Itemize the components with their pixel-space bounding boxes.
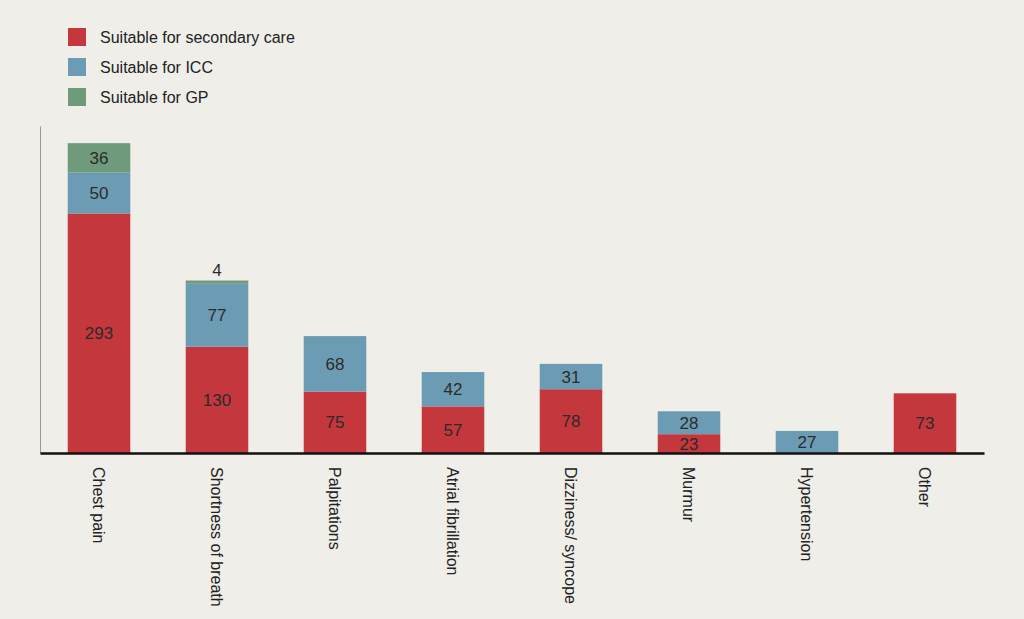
legend-item: Suitable for ICC	[68, 58, 213, 76]
bar-segment	[68, 143, 131, 172]
background	[0, 0, 1024, 619]
data-label: 57	[444, 421, 463, 440]
bar-segment	[186, 284, 249, 347]
data-label: 31	[562, 368, 581, 387]
x-tick: Dizziness/ syncope	[562, 467, 579, 604]
bar-segment	[186, 347, 249, 453]
data-label: 77	[208, 306, 227, 325]
bars	[68, 143, 957, 453]
data-label: 50	[90, 184, 109, 203]
x-tick-label: Dizziness/ syncope	[562, 467, 579, 604]
data-label: 42	[444, 380, 463, 399]
legend-label: Suitable for secondary care	[100, 29, 295, 46]
data-labels: 293 130 75 57 78 23 73 50 77 68 42 31 28 27 36 4	[85, 149, 935, 454]
x-tick: Hypertension	[798, 467, 815, 561]
data-label: 68	[326, 355, 345, 374]
x-tick: Other	[916, 467, 933, 508]
bar-segment	[68, 173, 131, 214]
x-tick-label: Shortness of breath	[208, 467, 225, 607]
data-label: 73	[916, 414, 935, 433]
x-tick-label: Hypertension	[798, 467, 815, 561]
bar-segment	[304, 392, 367, 453]
x-tick-label: Murmur	[680, 467, 697, 523]
x-tick-label: Other	[916, 467, 933, 508]
bar-segment	[658, 411, 721, 434]
bar-segment	[422, 406, 485, 453]
data-label: 23	[680, 435, 699, 454]
x-tick-label: Chest pain	[90, 467, 107, 544]
data-label: 36	[90, 149, 109, 168]
data-label: 130	[203, 391, 231, 410]
bar-segment	[540, 389, 603, 453]
data-label: 27	[798, 433, 817, 452]
legend-swatch	[68, 28, 86, 46]
x-tick: Atrial fibrillation	[444, 467, 461, 575]
legend-label: Suitable for GP	[100, 89, 209, 106]
x-axis: Chest pain Shortness of breath Palpitation…	[41, 454, 985, 607]
bar-segment	[540, 364, 603, 389]
data-label: 78	[562, 412, 581, 431]
y-axis-line	[40, 127, 41, 454]
x-tick-label: Palpitations	[326, 467, 343, 550]
data-label: 293	[85, 324, 113, 343]
data-label: 28	[680, 414, 699, 433]
data-label: 75	[326, 413, 345, 432]
x-tick: Palpitations	[326, 467, 343, 550]
legend-swatch	[68, 58, 86, 76]
bar-segment	[894, 393, 957, 453]
legend-label: Suitable for ICC	[100, 59, 213, 76]
legend-item: Suitable for secondary care	[68, 28, 295, 46]
bar-segment	[422, 372, 485, 406]
x-axis-line	[41, 452, 985, 455]
chart: 293 130 75 57 78 23 73 50 77 68 42 31 28 27 36 4 Chest p…	[0, 0, 1024, 619]
legend-item: Suitable for GP	[68, 88, 209, 106]
x-tick: Chest pain	[90, 467, 107, 544]
bar-segment	[658, 434, 721, 453]
legend-swatch	[68, 88, 86, 106]
x-tick-label: Atrial fibrillation	[444, 467, 461, 575]
data-label: 4	[212, 261, 221, 280]
bar-segment	[68, 213, 131, 453]
bar-segment	[776, 431, 839, 453]
legend: Suitable for secondary care Suitable for …	[68, 28, 295, 106]
bar-segment	[304, 336, 367, 392]
bar-segment	[186, 281, 249, 284]
y-axis	[40, 127, 41, 454]
x-tick: Shortness of breath	[208, 467, 225, 607]
x-tick: Murmur	[680, 467, 697, 523]
